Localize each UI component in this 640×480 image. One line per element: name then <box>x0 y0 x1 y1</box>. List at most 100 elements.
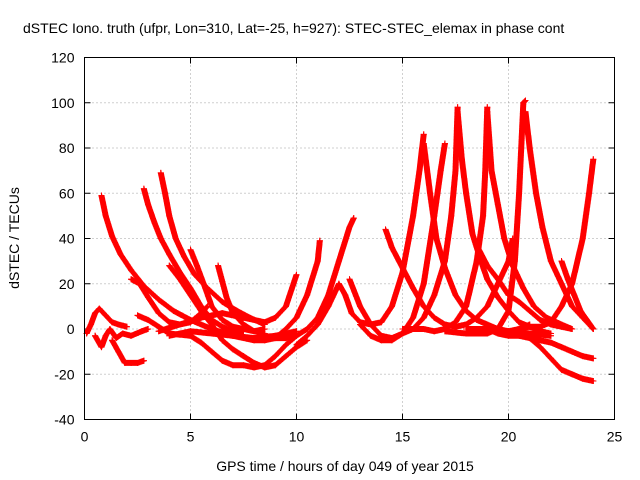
series-arc-22 <box>441 97 529 337</box>
plus-marker-trail <box>293 131 427 348</box>
data-point <box>134 312 141 319</box>
data-point <box>219 337 226 344</box>
data-point <box>145 294 152 301</box>
data-point <box>155 296 162 303</box>
data-point <box>325 292 332 299</box>
data-point <box>484 262 491 269</box>
data-point <box>272 362 279 369</box>
data-point <box>530 303 537 310</box>
data-point <box>420 280 427 287</box>
data-point <box>109 233 116 240</box>
data-point <box>272 335 279 342</box>
data-point <box>223 294 230 301</box>
series-arc-30 <box>92 326 152 351</box>
data-point <box>526 307 533 314</box>
data-point <box>410 212 417 219</box>
data-point <box>304 326 311 332</box>
data-point <box>539 224 546 231</box>
data-point <box>484 303 491 310</box>
data-point <box>325 303 332 310</box>
data-point <box>128 359 135 366</box>
data-point <box>410 314 417 321</box>
series-arc-21 <box>484 108 576 332</box>
data-point <box>208 321 215 328</box>
data-point <box>583 316 590 323</box>
data-point <box>219 323 226 330</box>
data-point <box>304 332 311 339</box>
data-point <box>350 215 357 222</box>
data-point <box>494 201 501 208</box>
series-arc-02 <box>140 185 247 335</box>
data-point <box>215 262 222 269</box>
data-point <box>458 156 465 163</box>
series-arc-28 <box>526 335 597 362</box>
data-point <box>293 314 300 321</box>
y-tick-label: 120 <box>51 50 75 66</box>
plot-frame <box>84 57 615 420</box>
data-point <box>579 353 586 360</box>
data-point <box>272 353 279 360</box>
data-point <box>117 251 124 258</box>
data-point <box>240 353 247 360</box>
y-tick-label: 60 <box>59 185 75 201</box>
data-point <box>102 332 109 339</box>
data-point <box>166 262 173 269</box>
data-point <box>558 258 565 265</box>
grid <box>84 57 615 420</box>
data-point <box>229 362 236 369</box>
y-tick-label: 0 <box>67 321 75 337</box>
data-point <box>558 366 565 373</box>
data-point <box>208 303 215 310</box>
data-point <box>261 319 268 326</box>
data-point <box>304 292 311 299</box>
series-arc-29 <box>463 326 554 339</box>
x-tick-label: 15 <box>395 429 411 445</box>
data-point <box>170 307 177 314</box>
data-point <box>473 242 480 249</box>
data-point <box>441 258 448 265</box>
data-point <box>96 305 103 312</box>
data-point <box>505 328 512 335</box>
data-point <box>234 307 241 314</box>
data-point <box>229 332 236 339</box>
data-point <box>176 276 183 283</box>
data-point <box>128 276 135 283</box>
data-point <box>420 131 427 138</box>
series-arc-27 <box>558 258 597 332</box>
data-point <box>399 326 406 332</box>
data-point <box>516 298 523 305</box>
data-point <box>569 326 576 332</box>
data-point <box>558 344 565 351</box>
data-point <box>229 346 236 353</box>
data-point <box>367 321 374 328</box>
data-point <box>181 253 188 260</box>
data-point <box>251 328 258 335</box>
data-point <box>526 330 533 337</box>
data-point <box>569 303 576 310</box>
data-point <box>166 319 173 326</box>
data-point <box>102 312 109 319</box>
data-point <box>410 285 417 292</box>
data-point <box>590 378 597 385</box>
data-point <box>558 303 565 310</box>
data-point <box>522 97 529 104</box>
data-point <box>219 316 226 323</box>
data-point <box>452 292 459 299</box>
data-point <box>187 328 194 335</box>
data-point <box>229 323 236 330</box>
data-point <box>437 167 444 174</box>
data-point <box>516 190 523 197</box>
data-point <box>547 332 554 339</box>
data-point <box>240 314 247 321</box>
series-arc-19 <box>382 226 516 330</box>
y-tick-label: 80 <box>59 140 75 156</box>
data-point <box>547 339 554 346</box>
data-point <box>261 332 268 339</box>
data-point <box>533 190 540 197</box>
data-point <box>590 355 597 362</box>
data-point <box>151 219 158 226</box>
data-point <box>378 337 385 344</box>
data-point <box>537 337 544 344</box>
data-point <box>558 280 565 287</box>
series-arc-24 <box>473 242 576 332</box>
